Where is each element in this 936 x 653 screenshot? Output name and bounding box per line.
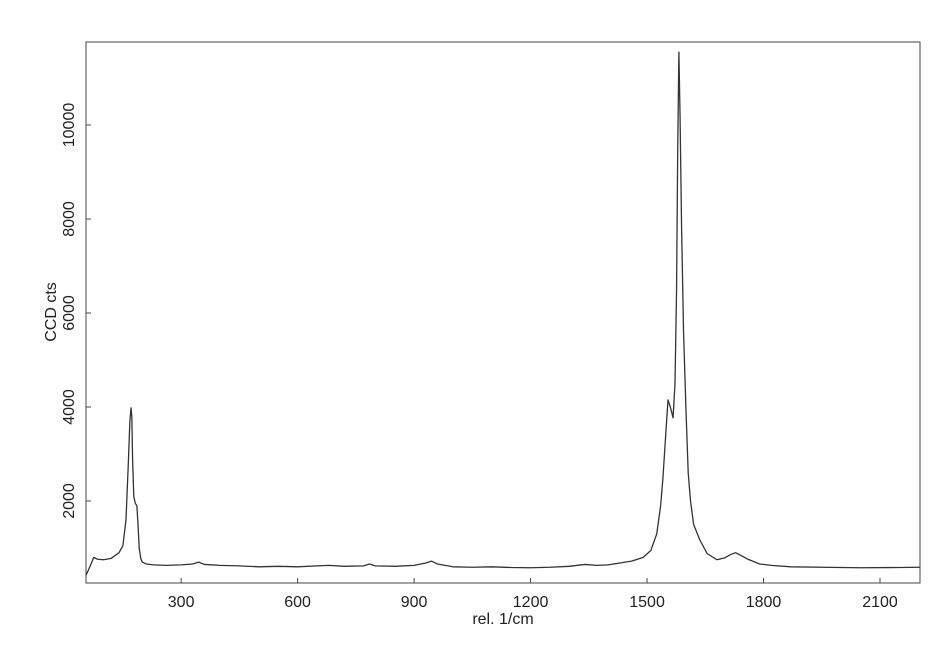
y-tick-label: 8000 [61, 201, 78, 237]
x-tick-label: 1500 [629, 594, 665, 611]
y-tick-label: 10000 [61, 103, 78, 148]
y-tick-label: 4000 [61, 389, 78, 425]
x-axis-label: rel. 1/cm [472, 611, 533, 628]
x-tick-label: 300 [168, 594, 195, 611]
y-tick-label: 2000 [61, 483, 78, 519]
x-tick-label: 1200 [513, 594, 549, 611]
y-axis-label: CCD cts [43, 282, 60, 342]
plot-frame [86, 42, 920, 583]
x-tick-label: 600 [284, 594, 311, 611]
x-tick-label: 900 [401, 594, 428, 611]
x-tick-label: 1800 [746, 594, 782, 611]
x-tick-label: 2100 [862, 594, 898, 611]
y-tick-label: 6000 [61, 295, 78, 331]
spectrum-line [86, 52, 920, 575]
